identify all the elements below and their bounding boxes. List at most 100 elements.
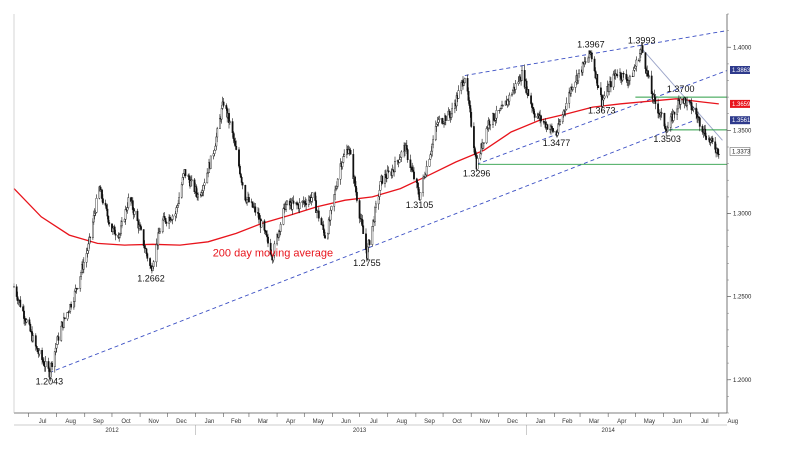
price-bar-body [444, 115, 447, 121]
price-bar-body [202, 185, 205, 191]
price-bar-body [406, 149, 409, 161]
price-bar-body [476, 158, 479, 170]
price-bar-body [333, 194, 336, 207]
trend-lines [49, 30, 728, 374]
price-bar-body [92, 214, 95, 223]
price-bar-body [127, 197, 130, 208]
price-bar-body [436, 122, 439, 125]
price-bar-body [621, 73, 624, 81]
price-bar-body [422, 177, 424, 193]
price-bar-body [653, 94, 656, 98]
price-bar-body [540, 115, 542, 122]
price-bar-body [639, 53, 641, 61]
price-bar-body [212, 153, 215, 157]
price-bar-body [600, 87, 602, 96]
price-bar-body [428, 159, 431, 167]
price-bar-body [602, 97, 605, 101]
price-bar-body [206, 172, 209, 184]
price-bar-body [448, 110, 451, 116]
price-bar-body [559, 121, 562, 126]
price-bar-body [533, 113, 536, 118]
price-bar-body [189, 180, 192, 187]
price-bar-body [495, 109, 498, 119]
price-bar-body [677, 100, 679, 110]
price-bar-body [482, 142, 484, 149]
x-tick-label: Nov [479, 419, 490, 425]
price-bar-body [234, 140, 237, 147]
price-bar-body [143, 245, 146, 249]
price-bar-body [266, 234, 268, 238]
price-bar-body [648, 75, 650, 77]
x-axis: Jul Aug Sep Oct Nov Dec Jan Feb Mar Apr May Jun Jul A… [13, 14, 738, 435]
x-tick-label: May [644, 419, 655, 425]
price-bar-body [705, 135, 708, 140]
price-bar-body [355, 185, 357, 193]
price-bar-body [686, 100, 689, 106]
price-bar-body [711, 137, 714, 143]
x-tick-label: Oct [452, 419, 462, 425]
price-bar-body [240, 177, 243, 183]
price-bar-body [341, 162, 344, 167]
price-annotation: 1.3477 [543, 138, 571, 148]
price-bar-body [647, 70, 650, 77]
price-bar-body [368, 240, 371, 245]
price-bar-body [291, 200, 294, 210]
price-annotations: 1.2043 1.2662 1.2755 1.3105 1.3296 1.3477 1.36… [36, 35, 695, 386]
price-bar-body [267, 236, 269, 244]
price-bar-body [124, 209, 127, 220]
price-bar-body [704, 128, 707, 137]
price-bar-body [352, 154, 355, 179]
price-bar-body [463, 78, 466, 83]
price-bar-body [644, 52, 647, 69]
price-bar-body [225, 105, 228, 109]
x-tick-label: Feb [231, 419, 242, 425]
price-bar-body [108, 222, 111, 224]
price-bar-body [123, 219, 126, 222]
moving-average-layer [13, 98, 719, 246]
price-bar-body [633, 67, 636, 71]
price-bar-body [371, 226, 374, 245]
right-axis-marker [730, 66, 750, 74]
price-bar-body [273, 243, 276, 256]
price-bar-body [695, 107, 698, 115]
price-bar-body [413, 171, 415, 180]
price-bar-body [717, 148, 719, 155]
price-bar-body [195, 186, 198, 194]
price-bar-body [98, 186, 101, 199]
price-bar-body [42, 359, 44, 362]
price-bar-body [88, 236, 91, 245]
price-bar-body [673, 111, 676, 115]
price-bar-body [562, 110, 565, 115]
price-bar-body [24, 318, 26, 321]
price-bar-body [577, 73, 580, 82]
price-bar-body [381, 175, 384, 184]
right-axis-marker-label: 1.3561 [732, 118, 751, 124]
price-bar-body [568, 91, 571, 104]
price-bar-body [215, 136, 218, 147]
price-bar-body [15, 286, 18, 297]
price-bar-body [23, 310, 25, 319]
price-bar-body [590, 52, 593, 60]
price-bar-body [140, 226, 142, 230]
price-bar-body [378, 189, 381, 197]
price-bar-body [571, 87, 574, 90]
x-tick-label: Dec [176, 419, 187, 425]
price-bar-body [375, 203, 377, 208]
price-bar-body [663, 112, 666, 127]
price-bar-body [106, 208, 109, 217]
price-bar-body [178, 197, 180, 204]
line-channel-top [464, 30, 728, 76]
price-annotation: 1.2662 [137, 274, 165, 284]
price-bar-body [366, 246, 369, 259]
price-bar-body [330, 205, 333, 211]
price-bar-body [508, 94, 511, 102]
price-bar-body [463, 82, 465, 86]
price-bar-body [87, 243, 90, 251]
price-bar-body [104, 202, 107, 206]
price-bar-body [561, 114, 564, 122]
price-bar-body [126, 207, 129, 211]
price-bar-body [483, 142, 485, 144]
x-tick-label: Jun [672, 419, 682, 425]
price-bar-body [174, 213, 177, 217]
price-bar-body [43, 361, 45, 366]
